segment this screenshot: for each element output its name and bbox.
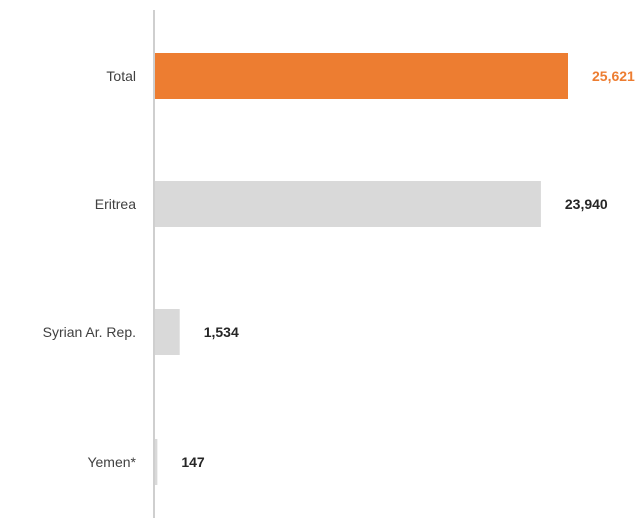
bars bbox=[155, 53, 568, 485]
value-label-syrian-ar-rep: 1,534 bbox=[204, 324, 239, 340]
bar-total bbox=[155, 53, 568, 99]
category-label-yemen: Yemen* bbox=[87, 454, 136, 470]
bar-eritrea bbox=[155, 181, 541, 227]
labels: Total 25,621 Eritrea 23,940 Syrian Ar. Rep. 1… bbox=[43, 68, 635, 470]
value-label-eritrea: 23,940 bbox=[565, 196, 608, 212]
category-label-eritrea: Eritrea bbox=[95, 196, 136, 212]
value-label-yemen: 147 bbox=[181, 454, 205, 470]
bar-syrian-ar-rep bbox=[155, 309, 180, 355]
category-label-total: Total bbox=[106, 68, 136, 84]
bar-yemen bbox=[155, 439, 158, 485]
value-label-total: 25,621 bbox=[592, 68, 635, 84]
category-label-syrian-ar-rep: Syrian Ar. Rep. bbox=[43, 324, 136, 340]
